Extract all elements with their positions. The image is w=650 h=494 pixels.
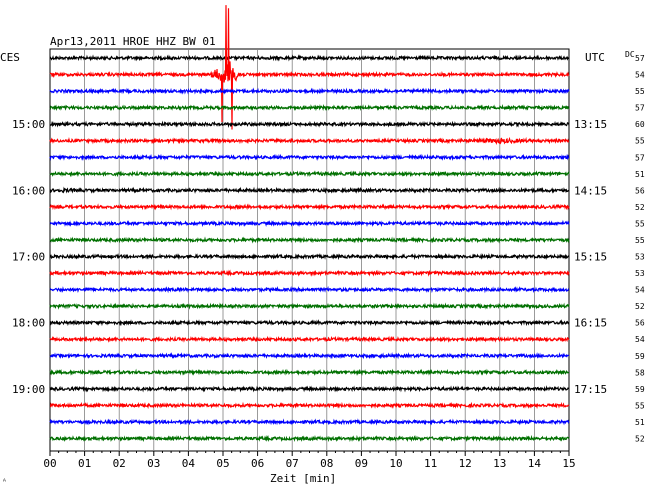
seismogram-trace: [49, 418, 570, 426]
right-timezone-label: UTC: [585, 51, 605, 64]
x-tick-label: 06: [251, 457, 264, 470]
seismogram-trace: [49, 236, 570, 244]
grid: [49, 48, 570, 456]
seismogram-trace: [49, 186, 570, 194]
right-time-label: 14:15: [574, 184, 607, 197]
seismogram-trace: [49, 54, 570, 62]
seismogram-trace: [49, 252, 570, 261]
x-tick-label: 09: [355, 457, 368, 470]
seismogram-trace: [49, 170, 570, 178]
x-tick-label: 12: [459, 457, 472, 470]
seismogram-trace: [49, 269, 570, 277]
dc-value-label: 55: [635, 401, 645, 410]
right-time-label: 15:15: [574, 251, 607, 264]
dc-value-label: 56: [635, 186, 645, 195]
x-tick-label: 10: [389, 457, 402, 470]
seismogram-trace: [49, 285, 570, 294]
dc-header-label: DC: [625, 50, 635, 59]
dc-value-label: 57: [635, 104, 645, 113]
dc-value-label: 55: [635, 236, 645, 245]
seismogram-trace: [49, 352, 570, 360]
left-timezone-label: CES: [0, 51, 20, 64]
seismogram-trace: [49, 5, 570, 130]
seismogram-trace: [49, 302, 570, 310]
left-time-label: 19:00: [12, 383, 45, 396]
x-tick-label: 15: [562, 457, 575, 470]
dc-value-label: 60: [635, 120, 645, 129]
x-tick-label: 01: [78, 457, 91, 470]
seismogram-trace: [49, 203, 570, 211]
dc-value-label: 55: [635, 87, 645, 96]
chart-title: Apr13,2011 HROE HHZ BW 01: [50, 35, 216, 48]
dc-value-label: 53: [635, 269, 645, 278]
seismogram-trace: [49, 335, 570, 343]
dc-value-label: 57: [635, 54, 645, 63]
dc-value-label: 58: [635, 368, 645, 377]
dc-value-label: 52: [635, 203, 645, 212]
right-time-label: 16:15: [574, 317, 607, 330]
x-tick-label: 07: [286, 457, 299, 470]
dc-value-label: 57: [635, 153, 645, 162]
dc-value-label: 55: [635, 219, 645, 228]
x-tick-label: 00: [43, 457, 56, 470]
x-tick-label: 04: [182, 457, 196, 470]
right-time-label: 17:15: [574, 383, 607, 396]
dc-value-label: 59: [635, 352, 645, 361]
dc-value-label: 51: [635, 170, 645, 179]
seismogram-trace: [49, 136, 570, 146]
dc-value-label: 54: [635, 71, 645, 80]
right-time-label: 13:15: [574, 118, 607, 131]
left-time-label: 17:00: [12, 251, 45, 264]
x-tick-label: 14: [528, 457, 542, 470]
dc-value-label: 52: [635, 434, 645, 443]
left-time-label: 15:00: [12, 118, 45, 131]
x-tick-label: 13: [493, 457, 506, 470]
dc-value-label: 53: [635, 253, 645, 262]
dc-value-label: 56: [635, 319, 645, 328]
left-time-label: 16:00: [12, 184, 45, 197]
x-tick-label: 03: [147, 457, 160, 470]
seismogram-trace: [49, 319, 570, 327]
dc-value-label: 52: [635, 302, 645, 311]
traces: [49, 5, 570, 443]
dc-value-label: 54: [635, 286, 645, 295]
seismogram-trace: [49, 120, 570, 128]
seismogram-trace: [49, 87, 570, 95]
seismogram-trace: [49, 104, 570, 112]
seismogram-trace: [49, 434, 570, 443]
seismogram-trace: [49, 153, 570, 161]
x-tick-label: 05: [216, 457, 229, 470]
dc-value-label: 59: [635, 385, 645, 394]
seismogram-trace: [49, 385, 570, 393]
x-tick-label: 02: [113, 457, 126, 470]
seismogram-trace: [49, 368, 570, 376]
labels: 00 01 02 03 04 05 06 07 08 09 10 11 12 13 14 15 57 54 55 57…: [12, 54, 645, 470]
seismogram-trace: [49, 219, 570, 228]
x-tick-label: 08: [320, 457, 333, 470]
left-time-label: 18:00: [12, 317, 45, 330]
corner-mark: ᴬ: [2, 477, 7, 486]
seismogram-trace: [49, 401, 570, 410]
dc-value-label: 54: [635, 335, 645, 344]
dc-value-label: 51: [635, 418, 645, 427]
x-axis-label: Zeit [min]: [270, 472, 336, 485]
dc-value-label: 55: [635, 137, 645, 146]
x-tick-label: 11: [424, 457, 437, 470]
